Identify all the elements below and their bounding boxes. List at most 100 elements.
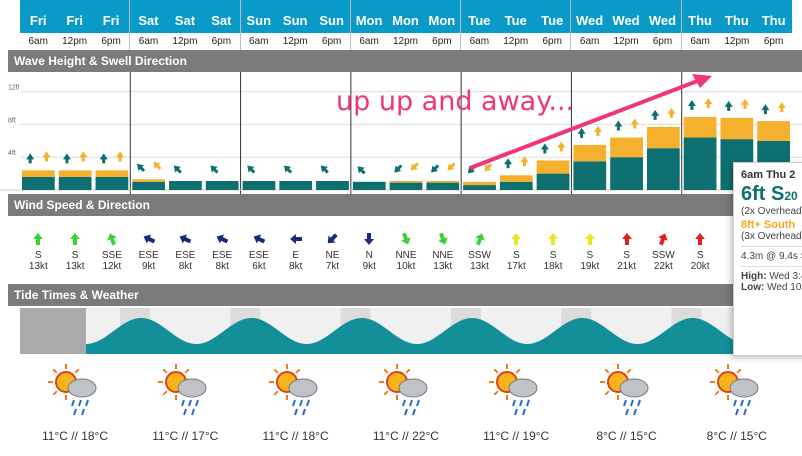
wind-cell[interactable]: S 21kt (609, 224, 645, 272)
day-label: Mon (428, 13, 456, 28)
wind-cell[interactable]: S 20kt (682, 224, 718, 272)
time-slot[interactable]: Tue 6am (461, 0, 498, 50)
wave-bar-primary[interactable] (352, 181, 386, 190)
time-slot[interactable]: Sat 6pm (203, 0, 240, 50)
wind-direction: ESE (138, 250, 159, 261)
time-label: 6am (240, 33, 277, 50)
wind-cell[interactable]: ESE 8kt (204, 224, 240, 272)
wave-bar-primary[interactable] (316, 180, 349, 190)
time-slot[interactable]: Sun 6am (240, 0, 277, 50)
wind-cell[interactable]: ESE 8kt (167, 224, 203, 272)
time-label: 6am (130, 33, 167, 50)
wave-bar-primary[interactable] (22, 176, 55, 190)
wave-bar-primary[interactable] (573, 161, 607, 190)
wave-bar-secondary[interactable] (463, 181, 496, 186)
wave-bar-primary[interactable] (279, 180, 313, 190)
wave-bar-secondary[interactable] (389, 180, 423, 183)
time-slot[interactable]: Fri 6am (20, 0, 57, 50)
wave-bar-primary[interactable] (242, 180, 276, 190)
wind-speed: 9kt (141, 261, 156, 272)
time-slot[interactable]: Thu 6pm (755, 0, 792, 50)
time-slot[interactable]: Wed 12pm (607, 0, 645, 50)
time-slot[interactable]: Sun 6pm (313, 0, 350, 50)
wind-cell[interactable]: NNE 10kt (388, 224, 424, 272)
wind-cell[interactable]: SSW 22kt (645, 224, 681, 272)
weather-cell[interactable]: 11°C // 17°C (130, 362, 240, 443)
weather-cell[interactable]: 11°C // 18°C (241, 362, 351, 443)
wave-bar-primary[interactable] (536, 173, 570, 190)
swell-arrow-icon (26, 153, 35, 164)
time-slot[interactable]: Fri 6pm (92, 0, 130, 50)
wave-bar-primary[interactable] (426, 182, 460, 190)
weather-cell[interactable]: 11°C // 22°C (351, 362, 461, 443)
wave-bar-secondary[interactable] (683, 117, 717, 138)
wave-bar-secondary[interactable] (536, 160, 570, 174)
time-label: 6pm (92, 33, 130, 50)
time-slot[interactable]: Fri 12pm (56, 0, 93, 50)
wave-bar-primary[interactable] (205, 180, 239, 190)
time-slot[interactable]: Wed 6am (571, 0, 608, 50)
wave-bar-secondary[interactable] (132, 179, 166, 182)
wind-cell[interactable]: E 8kt (278, 224, 314, 272)
wave-bar-primary[interactable] (389, 182, 423, 190)
wind-cell[interactable]: S 19kt (572, 224, 608, 272)
temperature-range: 8°C // 15°C (706, 429, 767, 443)
wind-cell[interactable]: SSW 13kt (462, 224, 498, 272)
wave-bar-primary[interactable] (683, 137, 717, 190)
wave-bar-secondary[interactable] (720, 117, 754, 140)
secondary-swell-arrow-icon (630, 118, 639, 129)
sun-cloud-rain-icon (268, 364, 318, 416)
time-slot[interactable]: Wed 6pm (644, 0, 681, 50)
wind-cell[interactable]: S 13kt (57, 224, 93, 272)
time-slot[interactable]: Tue 6pm (533, 0, 571, 50)
wind-cell[interactable]: ESE 9kt (131, 224, 167, 272)
weather-cell[interactable]: 11°C // 18°C (20, 362, 130, 443)
weather-cell[interactable]: 8°C // 15°C (682, 362, 792, 443)
wave-bar-primary[interactable] (463, 185, 496, 190)
day-column: Thu 6am Thu 12pm Thu 6pm (681, 0, 792, 50)
swell-arrow-icon (651, 109, 660, 120)
wave-bar-primary[interactable] (610, 157, 643, 190)
day-label: Mon (392, 13, 419, 28)
wind-cell[interactable]: NE 7kt (314, 224, 350, 272)
swell-arrow-icon (247, 165, 256, 174)
wave-bar-secondary[interactable] (573, 144, 607, 162)
wind-cell[interactable]: S 18kt (535, 224, 571, 272)
wind-cell[interactable]: SSE 12kt (94, 224, 130, 272)
wave-bar-primary[interactable] (499, 181, 533, 190)
wave-bar-secondary[interactable] (58, 170, 92, 177)
wave-bar-secondary[interactable] (610, 137, 643, 158)
day-label: Sat (211, 13, 232, 28)
wave-bar-secondary[interactable] (646, 126, 680, 149)
time-slot[interactable]: Tue 12pm (497, 0, 534, 50)
wind-arrow-icon (511, 233, 522, 245)
wind-cell[interactable]: ESE 6kt (241, 224, 277, 272)
wave-bar-secondary[interactable] (95, 170, 129, 177)
day-label: Sun (282, 13, 308, 28)
wave-bar-primary[interactable] (132, 181, 166, 190)
wave-bar-primary[interactable] (169, 180, 202, 190)
wave-bar-primary[interactable] (95, 176, 129, 190)
time-slot[interactable]: Sat 6am (130, 0, 167, 50)
time-slot[interactable]: Sun 12pm (276, 0, 314, 50)
time-slot[interactable]: Mon 6am (350, 0, 388, 50)
sun-cloud-rain-icon (158, 364, 207, 416)
wave-bar-primary[interactable] (646, 148, 680, 190)
wave-bar-secondary[interactable] (757, 121, 790, 141)
wave-bar-primary[interactable] (58, 176, 92, 190)
time-slot[interactable]: Mon 6pm (423, 0, 461, 50)
wind-cell[interactable]: S 13kt (20, 224, 56, 272)
wave-bar-secondary[interactable] (22, 170, 55, 177)
wave-bar-secondary[interactable] (499, 175, 533, 182)
weather-cell[interactable]: 11°C // 19°C (461, 362, 571, 443)
weather-cell[interactable]: 8°C // 15°C (572, 362, 682, 443)
wind-cell[interactable]: N 9kt (351, 224, 387, 272)
wind-direction: SSW (651, 250, 675, 261)
wave-bar-secondary[interactable] (426, 180, 460, 183)
wind-cell[interactable]: S 17kt (498, 224, 534, 272)
wind-cell[interactable]: NNE 13kt (425, 224, 461, 272)
time-slot[interactable]: Sat 12pm (166, 0, 204, 50)
time-slot[interactable]: Mon 12pm (387, 0, 424, 50)
time-slot[interactable]: Thu 6am (681, 0, 719, 50)
time-slot[interactable]: Thu 12pm (718, 0, 756, 50)
